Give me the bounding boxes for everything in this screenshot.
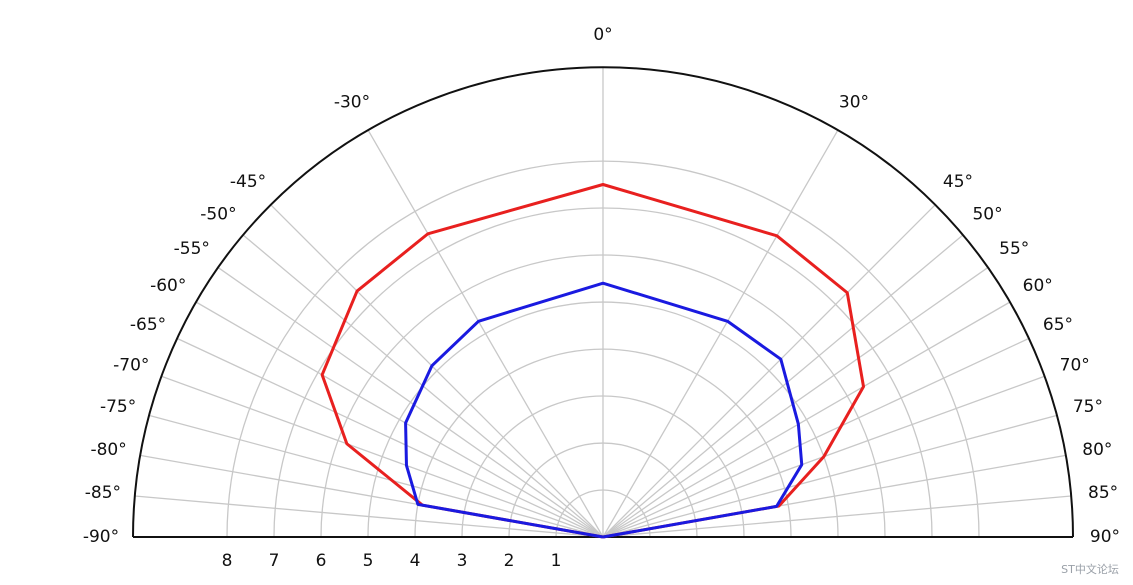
theta-tick-label: -70°: [113, 355, 149, 375]
theta-tick-label: -80°: [90, 440, 126, 460]
grid-ray: [134, 495, 604, 538]
theta-tick-label: -30°: [334, 92, 370, 112]
theta-tick-label: 45°: [943, 172, 973, 192]
theta-tick-label: 0°: [593, 25, 612, 45]
theta-tick-label: -55°: [174, 239, 210, 259]
grid-ray: [602, 266, 989, 538]
theta-tick-label: 90°: [1090, 527, 1120, 547]
r-tick-label: 6: [316, 551, 327, 571]
watermark: ST中文论坛: [1061, 562, 1119, 576]
grid-ray: [602, 129, 839, 538]
theta-tick-label: -85°: [85, 483, 121, 503]
r-tick-label: 1: [551, 551, 562, 571]
r-tick-label: 5: [363, 551, 374, 571]
grid-ray: [217, 266, 604, 538]
r-tick-label: 2: [504, 551, 515, 571]
theta-tick-label: 60°: [1023, 276, 1053, 296]
grid-ray: [602, 337, 1030, 538]
grid-ray: [602, 204, 936, 538]
grid-ray: [602, 234, 964, 538]
r-tick-label: 8: [222, 551, 233, 571]
theta-tick-label: 65°: [1043, 315, 1073, 335]
theta-tick-label: 55°: [999, 239, 1029, 259]
r-tick-label: 7: [269, 551, 280, 571]
r-tick-label: 3: [457, 551, 468, 571]
grid-ray: [602, 301, 1011, 538]
grid-ray: [602, 495, 1072, 538]
theta-tick-label: -90°: [83, 527, 119, 547]
grid-ray: [367, 129, 604, 538]
grid-ray: [270, 204, 604, 538]
grid-ray: [148, 414, 604, 538]
theta-tick-label: -50°: [200, 204, 236, 224]
theta-tick-label: 85°: [1088, 483, 1118, 503]
grid-ray: [195, 301, 604, 538]
theta-tick-label: -75°: [100, 397, 136, 417]
theta-tick-label: -60°: [150, 276, 186, 296]
theta-tick-label: 30°: [839, 92, 869, 112]
series-line: [320, 183, 866, 539]
r-tick-label: 4: [410, 551, 421, 571]
grid-ray: [176, 337, 604, 538]
grid-ray: [602, 414, 1058, 538]
theta-tick-label: 70°: [1060, 355, 1090, 375]
theta-tick-label: -65°: [130, 315, 166, 335]
theta-tick-label: -45°: [230, 172, 266, 192]
grid-ray: [161, 375, 604, 538]
theta-tick-label: 80°: [1082, 440, 1112, 460]
series-line: [404, 281, 804, 539]
theta-tick-label: 75°: [1073, 397, 1103, 417]
outer-arc: [132, 66, 1074, 538]
theta-tick-label: 50°: [972, 204, 1002, 224]
